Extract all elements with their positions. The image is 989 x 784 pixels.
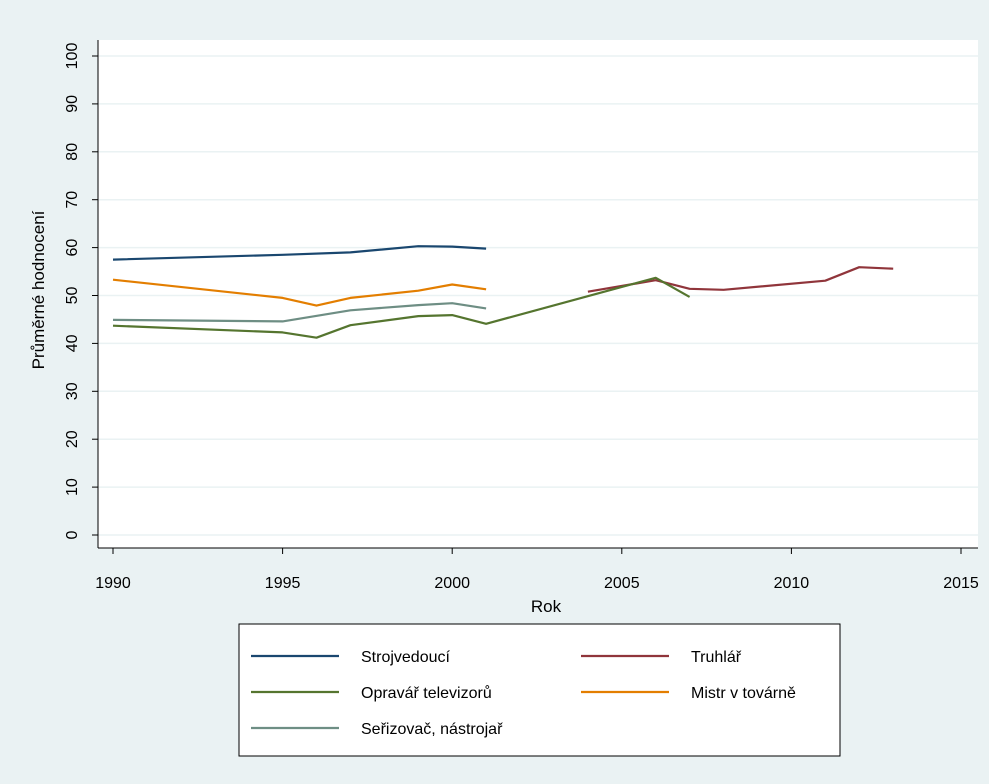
y-tick-label: 20 <box>64 430 81 448</box>
y-tick-label: 100 <box>64 43 81 70</box>
y-tick-label: 0 <box>64 530 81 539</box>
legend-label: Mistr v továrně <box>691 685 796 702</box>
x-axis-title: Rok <box>531 597 562 616</box>
axes: 0 10 20 30 40 50 60 70 80 90 100 1990 1995 2000 2005 20… <box>64 40 979 592</box>
y-axis-title: Průměrné hodnocení <box>29 210 48 369</box>
x-tick-label: 1990 <box>95 575 131 592</box>
y-tick-label: 50 <box>64 287 81 305</box>
legend-label: Opravář televizorů <box>361 684 492 702</box>
y-tick-label: 70 <box>64 191 81 209</box>
y-tick-label: 80 <box>64 143 81 161</box>
series-line <box>112 302 487 323</box>
series-lines <box>112 245 894 339</box>
legend-label: Seřizovač, nástrojař <box>361 721 503 738</box>
y-tick-label: 60 <box>64 239 81 257</box>
plot-area <box>98 40 978 548</box>
legend-label: Truhlář <box>691 649 742 666</box>
series-line <box>112 278 487 307</box>
legend-label: Strojvedoucí <box>361 649 450 666</box>
x-tick-label: 2005 <box>604 575 640 592</box>
series-line <box>112 245 487 261</box>
legend-box <box>238 623 841 757</box>
x-tick-label: 1995 <box>265 575 301 592</box>
x-tick-label: 2015 <box>943 575 979 592</box>
y-tick-label: 40 <box>64 334 81 352</box>
y-tick-label: 90 <box>64 95 81 113</box>
y-tick-label: 10 <box>64 478 81 496</box>
x-tick-label: 2000 <box>434 575 470 592</box>
y-tick-label: 30 <box>64 382 81 400</box>
series-line <box>587 266 894 293</box>
grid-lines <box>98 55 978 536</box>
x-tick-label: 2010 <box>774 575 810 592</box>
legend: Strojvedoucí Truhlář Opravář televizorů Mis… <box>238 623 841 757</box>
series-line <box>112 276 691 339</box>
